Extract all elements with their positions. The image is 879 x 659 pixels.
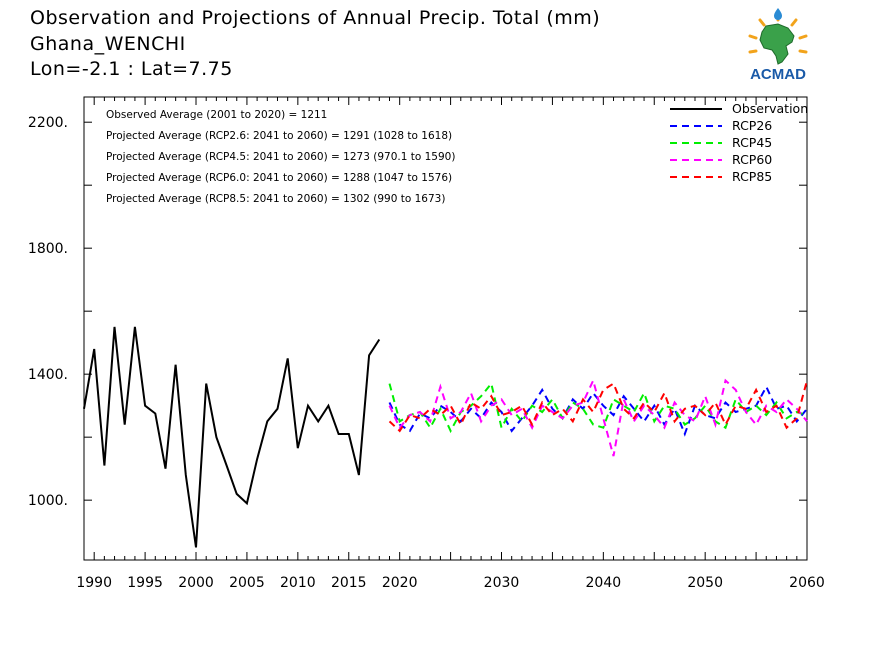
legend-label: RCP85: [732, 169, 772, 184]
y-tick-label: 1800.: [28, 241, 68, 257]
x-tick-label: 2020: [382, 575, 418, 591]
acmad-logo-text: ACMAD: [750, 66, 806, 83]
x-tick-label: 2015: [331, 575, 367, 591]
x-tick-label: 1990: [76, 575, 112, 591]
plot-frame: [83, 96, 808, 561]
average-annotation: Projected Average (RCP4.5: 2041 to 2060)…: [106, 151, 455, 163]
x-tick-label: 2040: [586, 575, 622, 591]
average-annotation: Projected Average (RCP6.0: 2041 to 2060)…: [106, 172, 452, 184]
africa-map-icon: [759, 23, 795, 65]
x-tick-label: 2010: [280, 575, 316, 591]
location-name: Ghana_WENCHI: [30, 33, 186, 55]
x-tick-label: 2000: [178, 575, 214, 591]
average-annotation: Projected Average (RCP2.6: 2041 to 2060)…: [106, 130, 452, 142]
y-tick-label: 1000.: [28, 493, 68, 509]
legend-label: Observation: [732, 101, 808, 116]
acmad-logo: ACMAD: [748, 8, 808, 83]
x-tick-label: 2030: [484, 575, 520, 591]
y-tick-label: 1400.: [28, 367, 68, 383]
coordinates-label: Lon=-2.1 : Lat=7.75: [30, 58, 233, 80]
x-tick-label: 1995: [127, 575, 163, 591]
average-annotation: Observed Average (2001 to 2020) = 1211: [106, 109, 327, 121]
average-annotation: Projected Average (RCP8.5: 2041 to 2060)…: [106, 193, 445, 205]
series-observation: [83, 326, 381, 548]
legend-label: RCP45: [732, 135, 772, 150]
legend-label: RCP26: [732, 118, 772, 133]
series-rcp60: [388, 377, 808, 457]
x-tick-label: 2060: [789, 575, 825, 591]
series-rcp45: [388, 381, 808, 434]
legend-label: RCP60: [732, 152, 772, 167]
x-tick-label: 2005: [229, 575, 265, 591]
x-tick-label: 2050: [687, 575, 723, 591]
water-drop-icon: [774, 8, 782, 20]
chart-title: Observation and Projections of Annual Pr…: [30, 7, 601, 29]
series-rcp85: [388, 380, 808, 433]
y-tick-label: 2200.: [28, 115, 68, 131]
